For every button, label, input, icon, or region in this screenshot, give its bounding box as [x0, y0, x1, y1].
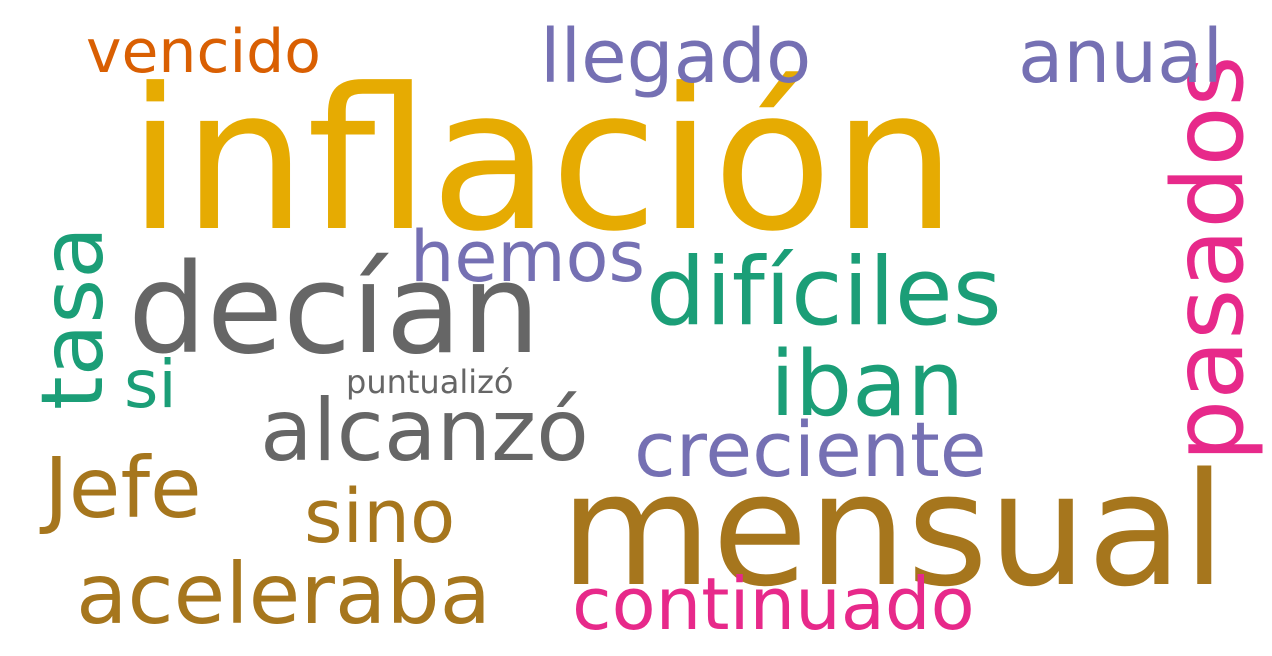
word-decian: decían [128, 238, 541, 382]
word-anual: anual [1018, 14, 1224, 100]
word-iban: iban [770, 332, 965, 437]
word-aceleraba: aceleraba [76, 545, 492, 643]
word-puntualizo: puntualizó [346, 363, 514, 401]
word-pasados: pasados [1152, 55, 1266, 462]
word-tasa: tasa [23, 226, 123, 410]
word-si: si [124, 346, 177, 423]
word-dificiles: difíciles [646, 238, 1002, 347]
word-sino: sino [304, 474, 456, 560]
word-llegado: llegado [540, 14, 812, 100]
word-creciente: creciente [634, 405, 987, 494]
word-hemos: hemos [410, 216, 645, 298]
word-mensual: mensual [560, 439, 1226, 621]
word-jefe: Jefe [44, 439, 202, 537]
word-inflacion: inflación [128, 47, 957, 275]
word-vencido: vencido [86, 17, 321, 87]
word-alcanzo: alcanzó [260, 381, 589, 481]
word-continuado: continuado [572, 562, 975, 646]
